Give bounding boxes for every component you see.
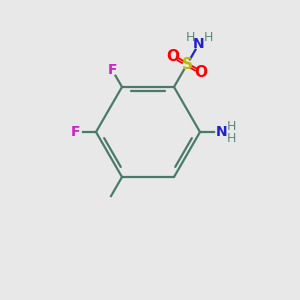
- Text: N: N: [193, 37, 205, 51]
- Text: O: O: [167, 49, 180, 64]
- Text: H: H: [185, 31, 195, 44]
- Text: N: N: [216, 125, 228, 139]
- Text: H: H: [203, 31, 213, 44]
- Text: S: S: [182, 57, 193, 72]
- Text: H: H: [226, 119, 236, 133]
- Text: F: F: [71, 125, 81, 139]
- Text: F: F: [107, 63, 117, 76]
- Text: O: O: [194, 65, 207, 80]
- Text: H: H: [226, 131, 236, 145]
